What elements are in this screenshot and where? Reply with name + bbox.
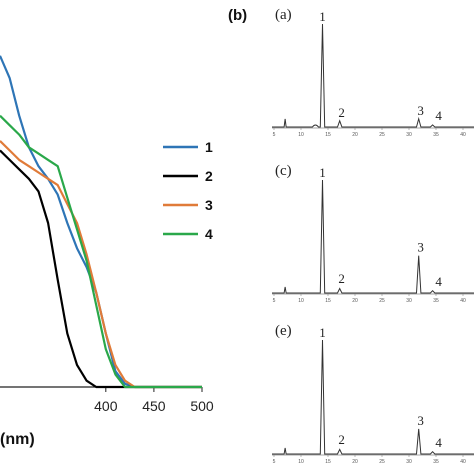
series-line-1 xyxy=(0,55,202,389)
legend: 1 2 3 4 xyxy=(163,139,213,242)
peak-label-2: 2 xyxy=(338,432,345,447)
chromatogram-tick-label: 15 xyxy=(325,459,331,465)
panel-label: (b) xyxy=(228,7,247,24)
chromatogram-tick-label: 5 xyxy=(273,132,276,138)
chromatogram-tick-label: 10 xyxy=(298,132,304,138)
chromatogram-tick-label: 15 xyxy=(325,132,331,138)
series-line-2 xyxy=(0,149,202,389)
peak-label-1: 1 xyxy=(319,165,326,180)
chromatogram-tick-label: 35 xyxy=(433,132,439,138)
series-line-4 xyxy=(0,114,202,389)
chromatogram-tick-label: 20 xyxy=(352,132,358,138)
x-tick-label: 450 xyxy=(142,398,166,414)
peak-label-1: 1 xyxy=(319,325,326,340)
chromatogram-tick-label: 10 xyxy=(298,459,304,465)
peak-label-4: 4 xyxy=(435,108,442,123)
subplot-label: (c) xyxy=(275,163,292,179)
chromatogram-tick-label: 30 xyxy=(406,298,412,304)
chromatogram-tick-label: 25 xyxy=(379,459,385,465)
subplot-label: (a) xyxy=(275,7,292,23)
x-tick-label: 500 xyxy=(190,398,214,414)
chromatogram-tick-label: 10 xyxy=(298,298,304,304)
chromatogram-trace xyxy=(272,339,474,455)
peak-label-3: 3 xyxy=(417,413,424,428)
peak-label-3: 3 xyxy=(417,103,424,118)
chromatogram-tick-label: 40 xyxy=(460,132,466,138)
chromatogram-trace xyxy=(272,179,474,294)
chromatogram-tick-label: 40 xyxy=(460,298,466,304)
peak-label-2: 2 xyxy=(338,271,345,286)
chromatogram-trace xyxy=(272,23,474,128)
x-axis-title: (nm) xyxy=(0,431,35,448)
peak-label-1: 1 xyxy=(319,9,326,24)
chromatogram-tick-label: 25 xyxy=(379,132,385,138)
legend-label-4: 4 xyxy=(205,226,213,242)
x-tick-label: 400 xyxy=(94,398,118,414)
chromatogram-tick-label: 40 xyxy=(460,459,466,465)
chromatogram-tick-label: 35 xyxy=(433,459,439,465)
legend-label-3: 3 xyxy=(205,197,213,213)
peak-label-2: 2 xyxy=(338,105,345,120)
chromatogram-tick-label: 30 xyxy=(406,459,412,465)
chromatogram-tick-label: 20 xyxy=(352,459,358,465)
chromatogram-tick-label: 30 xyxy=(406,132,412,138)
legend-label-1: 1 xyxy=(205,139,213,155)
subplot-label: (e) xyxy=(275,323,292,339)
peak-label-4: 4 xyxy=(435,274,442,289)
series-line-3 xyxy=(0,140,202,389)
chromatogram-tick-label: 5 xyxy=(273,459,276,465)
chromatogram-tick-label: 25 xyxy=(379,298,385,304)
chromatogram-tick-label: 20 xyxy=(352,298,358,304)
chromatogram-tick-label: 35 xyxy=(433,298,439,304)
peak-label-4: 4 xyxy=(435,435,442,450)
legend-label-2: 2 xyxy=(205,168,213,184)
peak-label-3: 3 xyxy=(417,240,424,255)
chromatogram-tick-label: 5 xyxy=(273,298,276,304)
chromatogram-tick-label: 15 xyxy=(325,298,331,304)
uv-vis-panel: 400 450 500 (nm) xyxy=(0,55,214,448)
